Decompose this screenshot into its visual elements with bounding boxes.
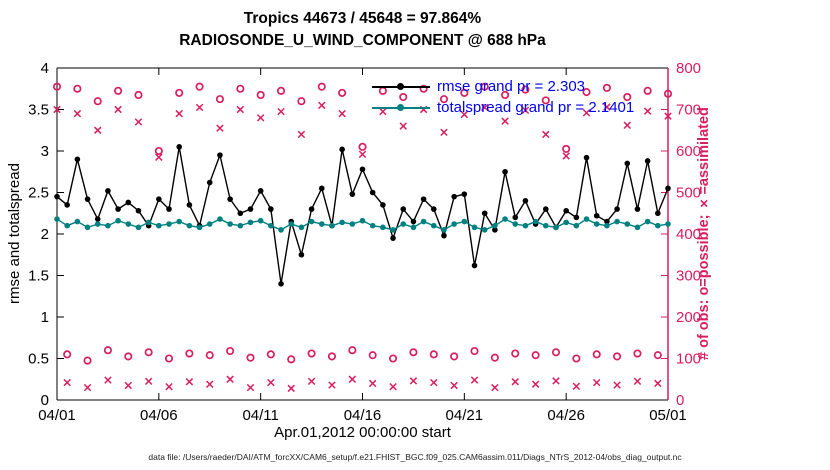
legend-label-totalspread: totalspread grand pr = 2.1401 bbox=[437, 99, 635, 116]
svg-text:0.5: 0.5 bbox=[28, 351, 49, 368]
svg-text:0: 0 bbox=[41, 392, 49, 409]
chart-subtitle: RADIOSONDE_U_WIND_COMPONENT @ 688 hPa bbox=[179, 32, 546, 49]
svg-text:3.5: 3.5 bbox=[28, 102, 49, 119]
totalspread-line-swatch bbox=[372, 103, 430, 112]
svg-text:3: 3 bbox=[41, 143, 49, 160]
svg-text:04/06: 04/06 bbox=[140, 407, 178, 424]
svg-text:1: 1 bbox=[41, 309, 49, 326]
legend-item-totalspread: totalspread grand pr = 2.1401 bbox=[372, 97, 634, 118]
legend: rmse grand pr = 2.303 totalspread grand … bbox=[372, 76, 634, 118]
svg-text:2.5: 2.5 bbox=[28, 185, 49, 202]
svg-text:2: 2 bbox=[41, 226, 49, 243]
svg-text:100: 100 bbox=[676, 351, 701, 368]
chart-title: Tropics 44673 / 45648 = 97.864% bbox=[243, 10, 482, 27]
svg-text:700: 700 bbox=[676, 102, 701, 119]
rmse-line-swatch bbox=[372, 82, 430, 91]
legend-label-rmse: rmse grand pr = 2.303 bbox=[437, 78, 586, 95]
svg-text:300: 300 bbox=[676, 268, 701, 285]
svg-text:400: 400 bbox=[676, 226, 701, 243]
svg-text:04/01: 04/01 bbox=[38, 407, 76, 424]
svg-text:800: 800 bbox=[676, 60, 701, 77]
x-axis-label: Apr.01,2012 00:00:00 start bbox=[274, 424, 451, 441]
data-file-caption: data file: /Users/raeder/DAI/ATM_forcXX/… bbox=[148, 452, 682, 462]
svg-text:200: 200 bbox=[676, 309, 701, 326]
svg-text:500: 500 bbox=[676, 185, 701, 202]
svg-text:04/21: 04/21 bbox=[446, 407, 484, 424]
svg-text:04/26: 04/26 bbox=[547, 407, 585, 424]
svg-text:4: 4 bbox=[41, 60, 49, 77]
svg-text:0: 0 bbox=[676, 392, 684, 409]
legend-item-rmse: rmse grand pr = 2.303 bbox=[372, 76, 634, 97]
svg-text:04/11: 04/11 bbox=[242, 407, 278, 424]
svg-text:600: 600 bbox=[676, 143, 701, 160]
svg-text:05/01: 05/01 bbox=[649, 407, 687, 424]
svg-text:1.5: 1.5 bbox=[28, 268, 49, 285]
svg-text:04/16: 04/16 bbox=[344, 407, 382, 424]
